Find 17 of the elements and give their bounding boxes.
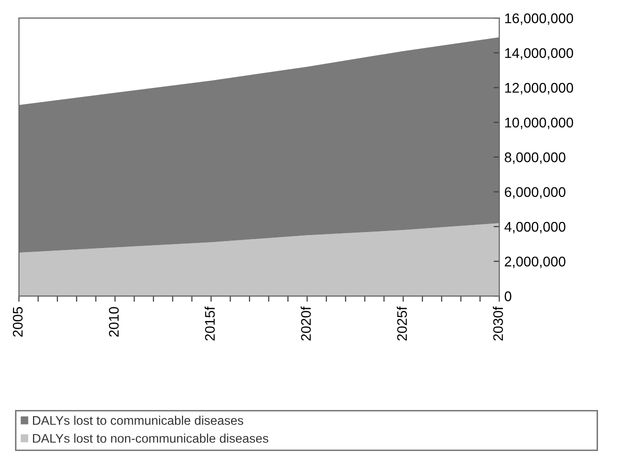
x-tick-label: 2025f — [396, 306, 407, 341]
y-tick-label: 14,000,000 — [505, 48, 574, 60]
legend-label: DALYs lost to communicable diseases — [33, 416, 244, 425]
y-tick-label: 0 — [504, 291, 512, 302]
x-tick-label: 2015f — [204, 306, 215, 341]
x-tick-label: 2020f — [300, 306, 311, 341]
x-tick-label: 2005 — [12, 307, 23, 337]
y-tick-label: 12,000,000 — [505, 82, 574, 94]
x-tick-label: 2010 — [108, 307, 119, 337]
y-tick-label: 4,000,000 — [504, 222, 566, 234]
legend-label: DALYs lost to non-communicable diseases — [33, 434, 268, 443]
y-tick-label: 10,000,000 — [505, 118, 574, 130]
y-tick-label: 8,000,000 — [504, 152, 566, 164]
y-tick-label: 6,000,000 — [504, 187, 566, 199]
y-tick-label: 16,000,000 — [505, 13, 574, 25]
x-tick-label: 2030f — [492, 306, 504, 341]
y-tick-label: 2,000,000 — [504, 256, 566, 268]
